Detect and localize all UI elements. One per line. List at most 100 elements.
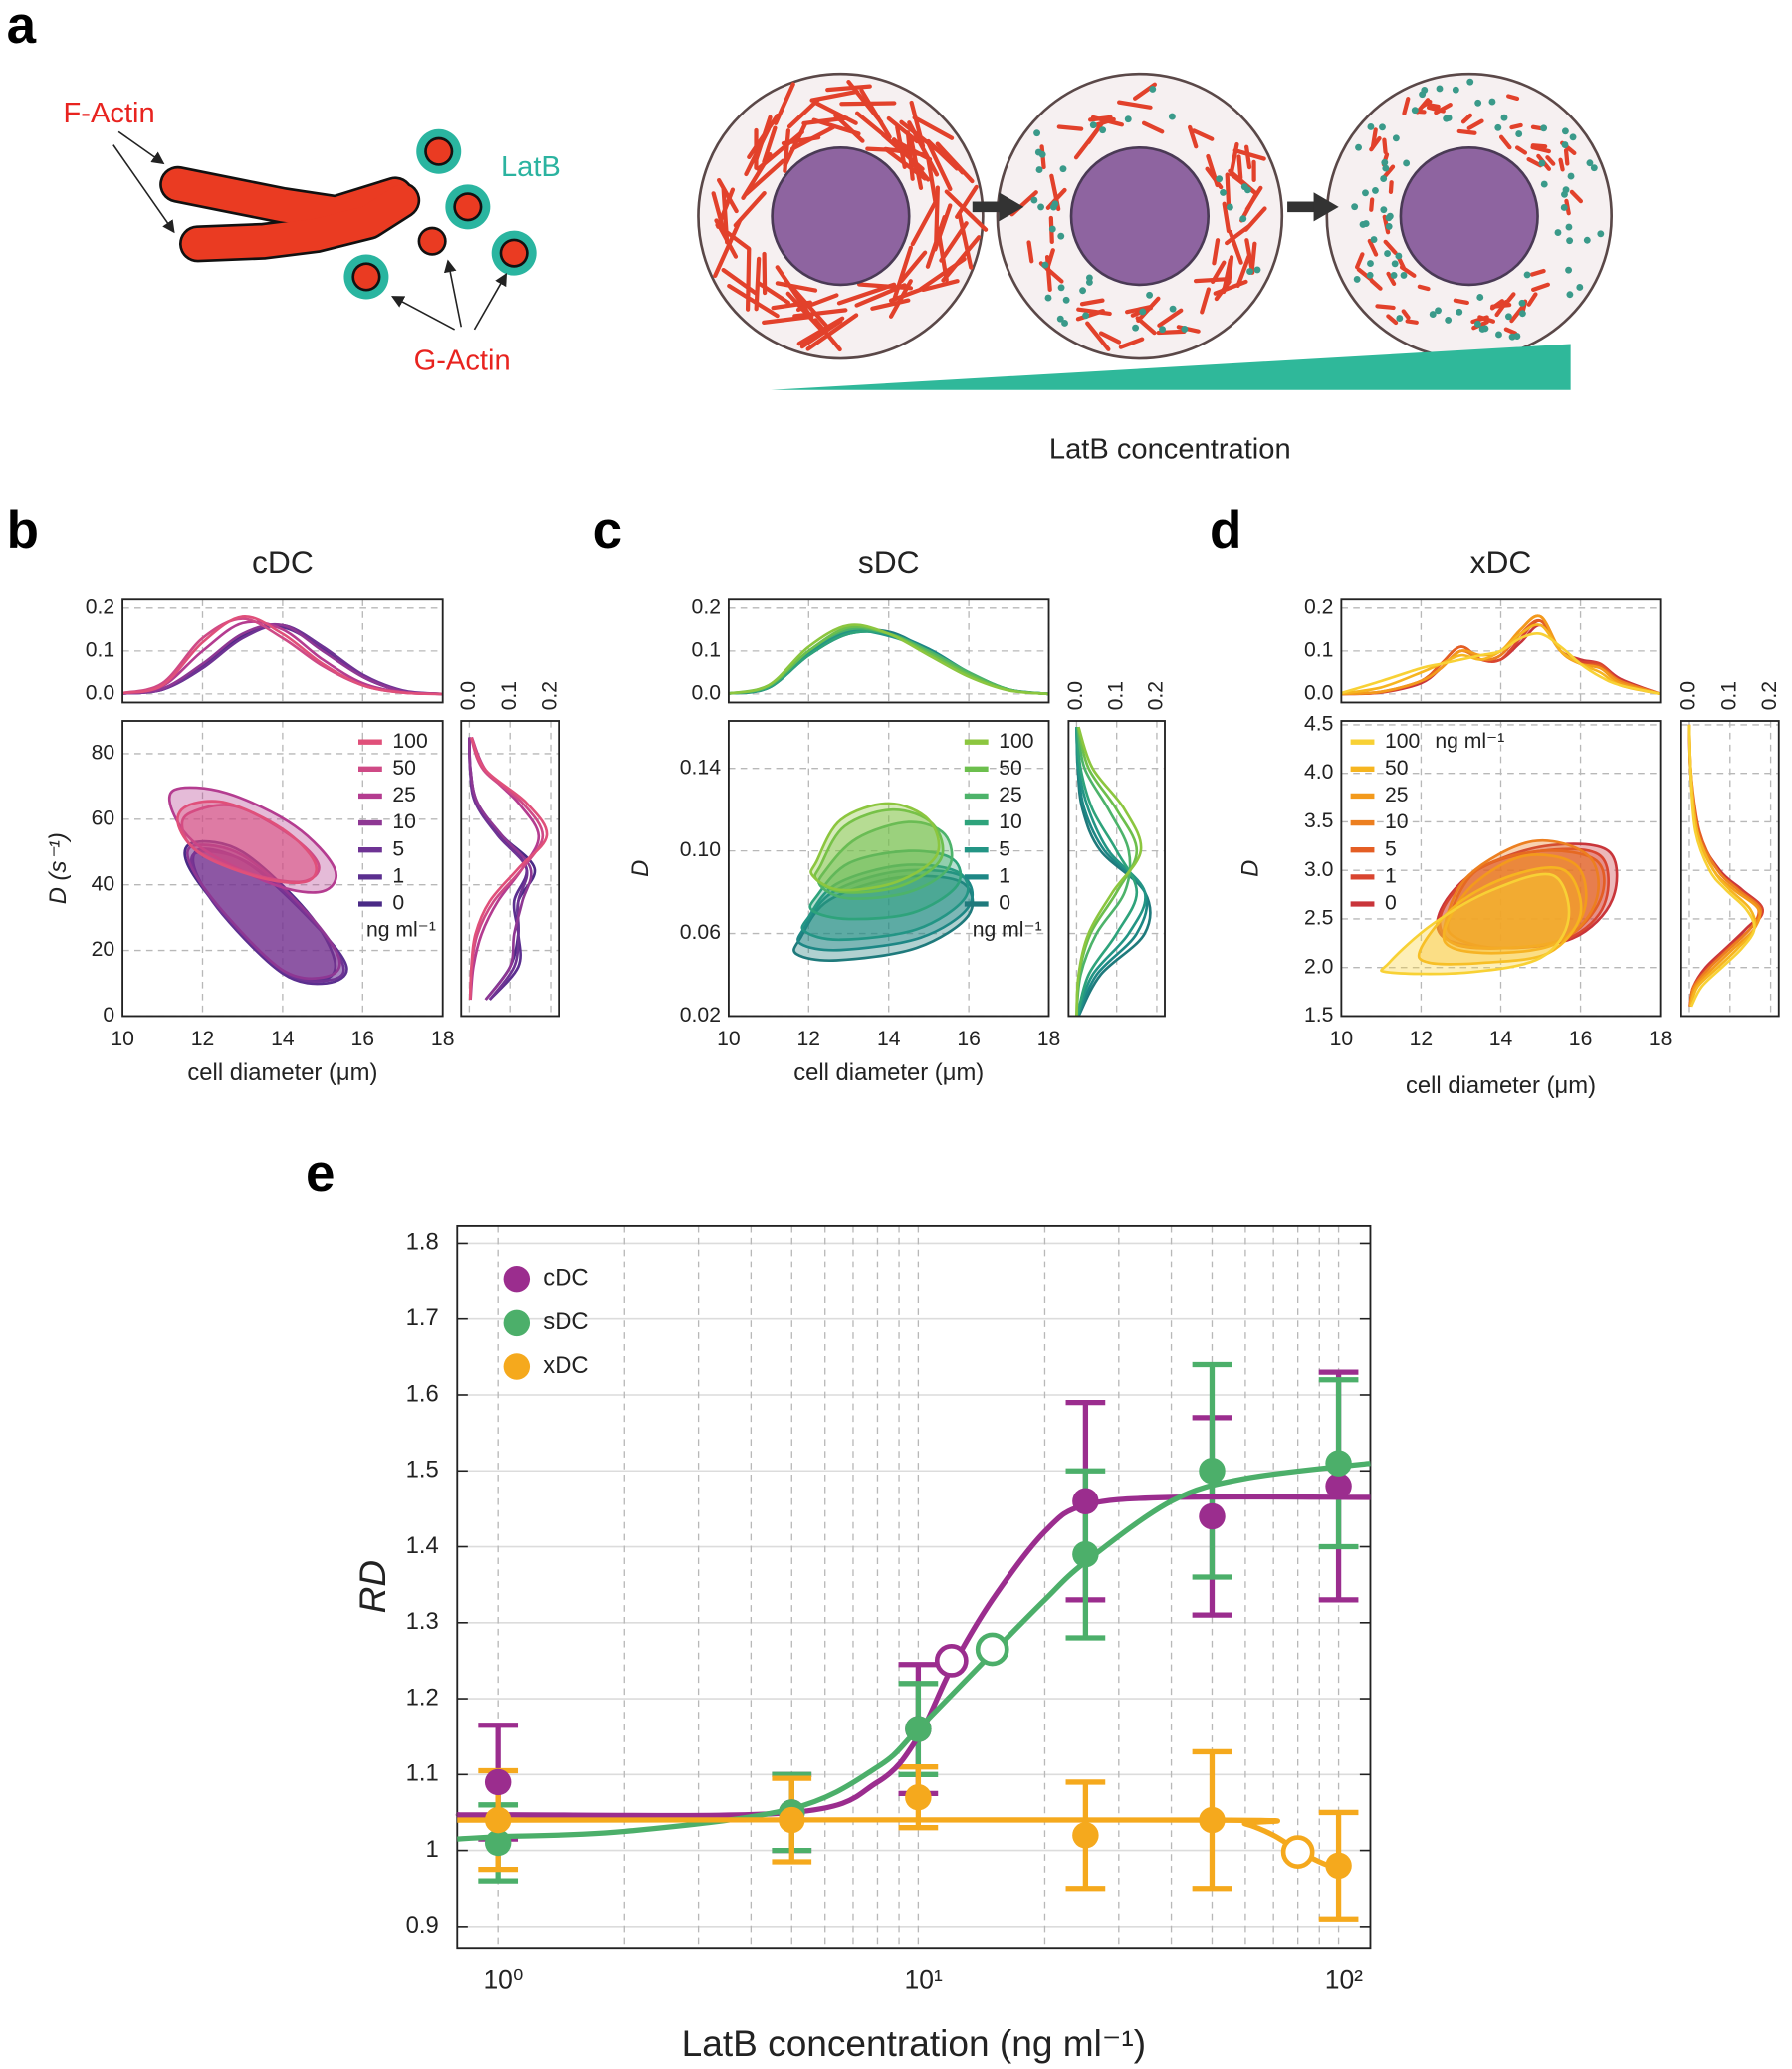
latb-dot <box>1038 150 1046 158</box>
filament <box>716 177 739 214</box>
latb-dot <box>1569 133 1577 141</box>
nuclei <box>771 145 1539 287</box>
filament <box>1530 282 1551 292</box>
filament <box>805 313 859 351</box>
y-tick-label: 0 <box>103 1004 114 1027</box>
latb-dot <box>1049 203 1057 211</box>
filament <box>1141 120 1165 134</box>
filament <box>1235 254 1251 289</box>
latb-dot <box>1033 129 1041 137</box>
filament <box>1530 144 1551 154</box>
latb-dot <box>1061 320 1068 327</box>
latb-dot <box>1385 214 1393 222</box>
latb-dot <box>1384 250 1392 257</box>
filament <box>1386 314 1399 326</box>
latb-dot <box>1597 230 1605 238</box>
legend-label: 100 <box>1385 730 1420 753</box>
x-tick-label: 0.0 <box>457 681 480 710</box>
filament <box>1417 284 1431 292</box>
marginal-density <box>1075 726 1143 1017</box>
filament <box>1073 128 1099 160</box>
filament <box>1401 309 1411 320</box>
legend-label: 10 <box>1385 810 1409 833</box>
latb-dot <box>1476 294 1484 301</box>
x-tick-label: 0.1 <box>1104 681 1127 710</box>
legend-label: 0 <box>999 892 1010 915</box>
y-tick-label: 3.0 <box>1304 858 1333 881</box>
filament <box>789 124 836 151</box>
latb-dot <box>1037 203 1045 211</box>
latb-dot <box>1561 141 1569 148</box>
y-tick-label: 1 <box>425 1836 438 1863</box>
latb-dot <box>1082 312 1090 320</box>
filament <box>1466 118 1484 130</box>
filament <box>762 314 814 325</box>
legend-label: 5 <box>999 837 1010 860</box>
x-tick-label: 12 <box>1410 1028 1434 1050</box>
filament <box>934 185 940 243</box>
chart-title: sDC <box>858 544 920 579</box>
filament <box>1118 337 1145 349</box>
latb-dot <box>1395 252 1403 260</box>
filament <box>1206 153 1220 188</box>
latb-dot <box>1452 86 1459 94</box>
filament <box>939 221 969 263</box>
panel-label: a <box>7 0 37 55</box>
latb-dot <box>1445 115 1453 121</box>
x-tick-label: 14 <box>1489 1028 1513 1050</box>
legend-unit: ng ml⁻¹ <box>973 919 1042 942</box>
latb-dot <box>1220 188 1227 196</box>
x-tick-label: 10 <box>1330 1028 1354 1050</box>
latb-dot <box>1030 196 1038 204</box>
density-contour <box>809 802 941 892</box>
y-tick-label: 0.2 <box>86 595 114 618</box>
latb-dot <box>1246 268 1253 275</box>
filament <box>1370 127 1378 149</box>
filament <box>921 279 960 293</box>
x-tick-label: 0.0 <box>1064 681 1087 710</box>
latb-dot <box>1435 307 1442 315</box>
y-axis-label: D <box>1237 860 1264 877</box>
legend-label: cDC <box>543 1264 588 1291</box>
latb-dot <box>1515 130 1523 137</box>
data-point <box>1199 1806 1226 1834</box>
axes-frame <box>1340 720 1662 1018</box>
filament <box>1375 304 1396 311</box>
y-tick-label: 0.2 <box>1304 595 1333 618</box>
filament <box>713 218 743 279</box>
x-tick-label: 16 <box>1569 1028 1593 1050</box>
filament <box>1563 148 1570 166</box>
filament <box>1135 316 1157 336</box>
latb-dot <box>1253 266 1261 274</box>
filament <box>1545 155 1556 166</box>
legend-label: 1 <box>1385 864 1397 887</box>
legend-label: 25 <box>1385 784 1409 806</box>
latb-dot <box>1478 326 1486 333</box>
marginal-density <box>468 736 549 1001</box>
filament <box>1386 271 1397 286</box>
filament <box>762 125 778 164</box>
data-point <box>1072 1488 1099 1514</box>
filament <box>1514 145 1528 155</box>
y-axis-label: D <box>627 860 654 877</box>
latb-dot <box>1566 291 1574 299</box>
y-tick-label: 0.0 <box>1304 681 1333 704</box>
filament <box>1221 258 1232 295</box>
y-tick-label: 0.0 <box>86 681 114 704</box>
filament <box>1460 113 1473 124</box>
filament <box>1382 137 1388 155</box>
x-tick-label: 10 <box>717 1028 741 1050</box>
x-tick-label: 16 <box>351 1028 375 1050</box>
latb-dot <box>1041 261 1049 269</box>
panel-label: c <box>593 501 622 560</box>
y-tick-label: 60 <box>92 806 115 829</box>
legend-marker <box>503 1265 531 1293</box>
y-tick-label: 1.7 <box>406 1304 439 1331</box>
filament <box>783 121 807 168</box>
filament <box>1369 197 1375 212</box>
filament <box>796 316 845 346</box>
density-contour <box>176 800 319 885</box>
filament <box>785 291 823 332</box>
chart-title: cDC <box>252 544 314 579</box>
